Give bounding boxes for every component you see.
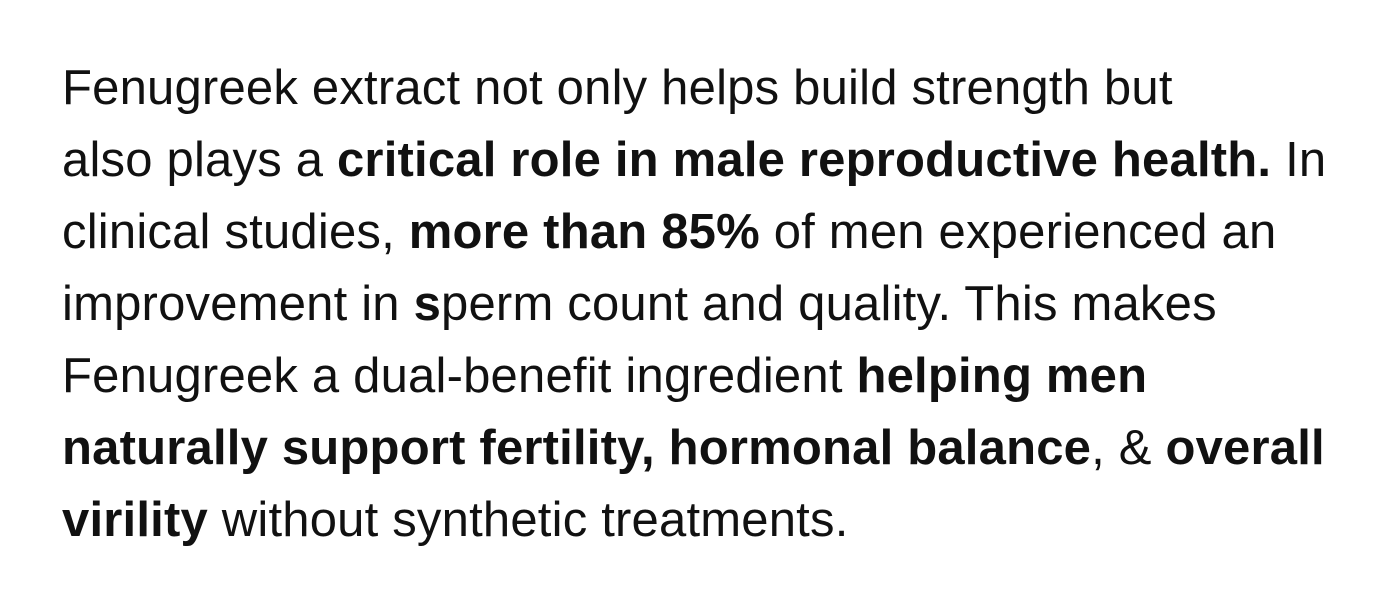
bold-text: s bbox=[413, 277, 442, 331]
text: perm count and quality. This makes bbox=[441, 277, 1217, 331]
paragraph-line: also plays a critical role in male repro… bbox=[62, 124, 1326, 196]
text: also plays a bbox=[62, 133, 337, 187]
text: Fenugreek a dual-benefit ingredient bbox=[62, 349, 857, 403]
text: In bbox=[1271, 133, 1327, 187]
bold-text: critical role in male reproductive healt… bbox=[336, 133, 1272, 187]
text: Fenugreek extract not only helps build s… bbox=[62, 61, 1173, 115]
paragraph-line: virility without synthetic treatments. bbox=[62, 484, 1326, 556]
body-paragraph: Fenugreek extract not only helps build s… bbox=[62, 52, 1326, 556]
paragraph-line: improvement in sperm count and quality. … bbox=[62, 268, 1326, 340]
bold-text: more than 85% bbox=[408, 205, 760, 259]
paragraph-line: Fenugreek extract not only helps build s… bbox=[62, 52, 1326, 124]
bold-text: overall bbox=[1165, 421, 1325, 475]
paragraph-line: Fenugreek a dual-benefit ingredient help… bbox=[62, 340, 1326, 412]
text: without synthetic treatments. bbox=[207, 493, 849, 547]
text: clinical studies, bbox=[62, 205, 409, 259]
bold-text: naturally support fertility, hormonal ba… bbox=[62, 421, 1092, 475]
bold-text: helping men bbox=[856, 349, 1148, 403]
paragraph-line: naturally support fertility, hormonal ba… bbox=[62, 412, 1326, 484]
text: of men experienced an bbox=[759, 205, 1277, 259]
bold-text: virility bbox=[62, 493, 208, 547]
text: , & bbox=[1091, 421, 1166, 475]
paragraph-line: clinical studies, more than 85% of men e… bbox=[62, 196, 1326, 268]
text: improvement in bbox=[62, 277, 414, 331]
